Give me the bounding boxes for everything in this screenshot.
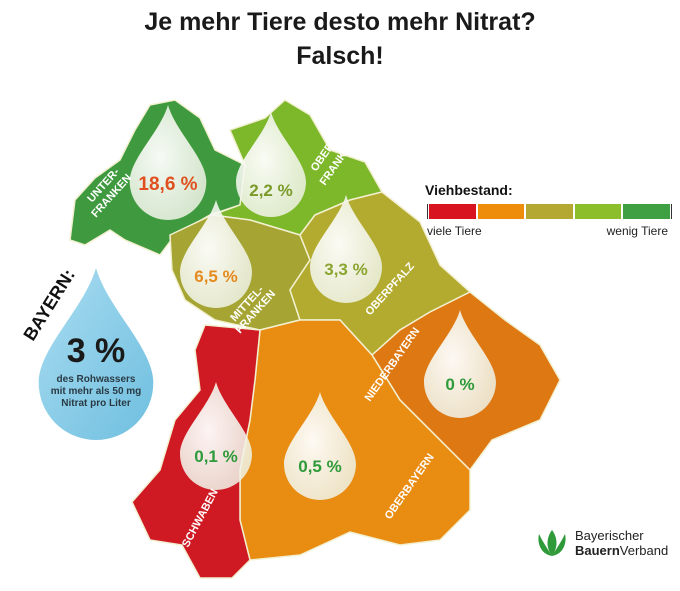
svg-text:0,1 %: 0,1 % <box>194 447 237 466</box>
logo-line-2-bold: Bauern <box>575 543 620 558</box>
svg-text:Nitrat pro Liter: Nitrat pro Liter <box>61 398 131 409</box>
svg-text:2,2 %: 2,2 % <box>249 181 292 200</box>
bayern-summary-drop: 3 % des Rohwassers mit mehr als 50 mg Ni… <box>19 265 154 440</box>
legend-color-scale <box>427 204 672 219</box>
svg-text:0,5 %: 0,5 % <box>298 457 341 476</box>
logo-line-2-rest: Verband <box>619 543 669 558</box>
wheat-logo-icon <box>538 530 566 556</box>
legend-swatch-green <box>623 204 670 219</box>
title-line-2: Falsch! <box>296 42 384 70</box>
legend-swatch-olive <box>526 204 573 219</box>
title-line-1: Je mehr Tiere desto mehr Nitrat? <box>144 8 536 36</box>
svg-text:mit mehr als 50 mg: mit mehr als 50 mg <box>51 386 142 397</box>
svg-text:0 %: 0 % <box>445 375 474 394</box>
legend-swatch-orange <box>477 204 525 219</box>
drop-unterfranken: 18,6 % <box>129 105 207 220</box>
drop-mittelfranken: 6,5 % <box>180 200 252 308</box>
legend-swatch-red <box>429 204 476 219</box>
bbv-logo: Bayerischer BauernVerband <box>535 528 668 558</box>
drop-oberfranken: 2,2 % <box>236 112 306 217</box>
drop-oberpfalz: 3,3 % <box>310 195 382 303</box>
drop-schwaben: 0,1 % <box>180 382 252 490</box>
legend-swatch-lime <box>574 204 622 219</box>
logo-line-1: Bayerischer <box>575 528 644 543</box>
legend-low-label: viele Tiere <box>427 224 482 238</box>
drop-niederbayern: 0 % <box>424 310 496 418</box>
svg-text:3,3 %: 3,3 % <box>324 260 367 279</box>
drop-oberbayern: 0,5 % <box>284 392 356 500</box>
svg-text:des Rohwassers: des Rohwassers <box>57 374 136 385</box>
legend-high-label: wenig Tiere <box>606 224 668 238</box>
svg-text:3 %: 3 % <box>67 332 126 370</box>
svg-text:18,6 %: 18,6 % <box>138 174 197 195</box>
legend-title: Viehbestand: <box>425 182 513 198</box>
svg-text:6,5 %: 6,5 % <box>194 267 237 286</box>
